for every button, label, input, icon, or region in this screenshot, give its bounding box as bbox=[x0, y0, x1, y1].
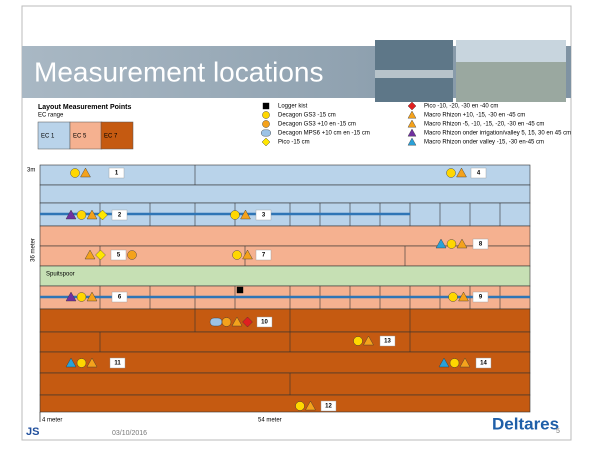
legend-text: Logger kist bbox=[278, 104, 308, 110]
legend-text: Decagon GS3 +10 en -15 cm bbox=[278, 122, 356, 128]
square-symbol bbox=[237, 287, 243, 293]
ec-label: EC 7 bbox=[104, 134, 118, 140]
point-label: 12 bbox=[325, 404, 332, 410]
legend-text: Macro Rhizon onder irrigation/valley 5, … bbox=[424, 131, 571, 137]
point-label: 11 bbox=[114, 361, 121, 367]
legend-text: Macro Rhizon onder valley -15, -30 en-45… bbox=[424, 140, 544, 146]
footer-date: 03/10/2016 bbox=[112, 430, 147, 437]
circle-symbol bbox=[77, 293, 86, 302]
plot-row bbox=[40, 266, 530, 286]
width-total-label: 54 meter bbox=[258, 418, 282, 424]
height-total-label: 36 meter bbox=[31, 238, 37, 262]
field-map: Spuitspoor1234567891011121314 bbox=[40, 165, 530, 412]
square-symbol bbox=[263, 103, 269, 109]
capsule-symbol bbox=[210, 318, 222, 326]
slide-title: Measurement locations bbox=[34, 56, 323, 87]
plot-row bbox=[40, 185, 530, 203]
page-number: 5 bbox=[556, 428, 560, 435]
plot-row bbox=[40, 309, 530, 332]
plot-row bbox=[40, 226, 530, 246]
circle-symbol bbox=[262, 111, 269, 118]
photo-sky bbox=[456, 40, 566, 62]
legend-text: Pico -10, -20, -30 en -40 cm bbox=[424, 104, 498, 110]
legend-text: Macro Rhizon +10, -15, -30 en -45 cm bbox=[424, 113, 525, 119]
point-label: 10 bbox=[261, 320, 268, 326]
point-label: 14 bbox=[480, 361, 487, 367]
layout-heading: Layout Measurement Points bbox=[38, 104, 131, 111]
height-top-label: 3m bbox=[27, 168, 35, 174]
plot-row bbox=[40, 373, 530, 395]
ec-label: EC 5 bbox=[73, 134, 87, 140]
circle-symbol bbox=[296, 402, 305, 411]
circle-symbol bbox=[128, 251, 137, 260]
circle-symbol bbox=[447, 240, 456, 249]
capsule-symbol bbox=[261, 130, 271, 136]
footer-logo: Deltares bbox=[492, 414, 559, 433]
circle-symbol bbox=[77, 359, 86, 368]
plot-row bbox=[40, 332, 530, 352]
strip-label: Spuitspoor bbox=[46, 272, 75, 278]
circle-symbol bbox=[354, 337, 363, 346]
legend-text: Decagon GS3 -15 cm bbox=[278, 113, 336, 119]
width-left-label: 4 meter bbox=[42, 418, 62, 424]
legend-text: Decagon MPS6 +10 cm en -15 cm bbox=[278, 131, 370, 137]
circle-symbol bbox=[231, 211, 240, 220]
circle-symbol bbox=[450, 359, 459, 368]
circle-symbol bbox=[77, 211, 86, 220]
photo-bridge-road bbox=[375, 70, 453, 78]
circle-symbol bbox=[71, 169, 80, 178]
circle-symbol bbox=[262, 120, 269, 127]
plot-row bbox=[40, 395, 530, 412]
point-label: 13 bbox=[384, 339, 391, 345]
circle-symbol bbox=[447, 169, 456, 178]
circle-symbol bbox=[449, 293, 458, 302]
circle-symbol bbox=[233, 251, 242, 260]
legend-text: Macro Rhizon -5, -10, -15, -20, -30 en -… bbox=[424, 122, 544, 128]
ec-label: EC 1 bbox=[41, 134, 55, 140]
circle-symbol bbox=[222, 318, 231, 327]
legend-text: Pico -15 cm bbox=[278, 140, 310, 146]
ec-legend: EC 1 EC 5 EC 7 bbox=[38, 122, 133, 149]
ec-range-label: EC range bbox=[38, 113, 64, 119]
slide: Measurement locations Layout Measurement… bbox=[0, 0, 591, 444]
partner-logo: JS bbox=[26, 426, 39, 438]
